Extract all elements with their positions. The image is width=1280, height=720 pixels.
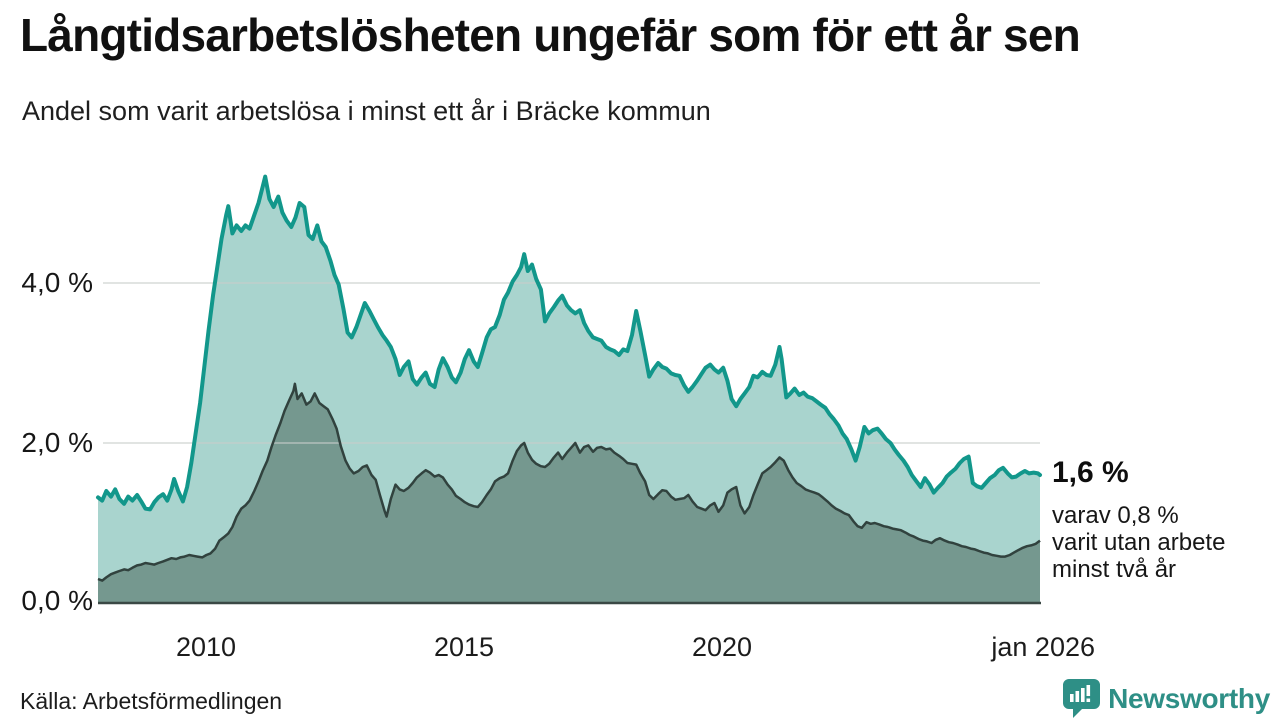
x-axis-tick-2015: 2015 xyxy=(433,632,495,662)
latest-value-total: 1,6 % xyxy=(1052,456,1129,489)
latest-value-two-years: varav 0,8 % varit utan arbete minst två … xyxy=(1052,502,1226,583)
x-axis-tick-jan-2026: jan 2026 xyxy=(991,632,1095,662)
chart-subtitle: Andel som varit arbetslösa i minst ett å… xyxy=(22,96,711,126)
newsworthy-bubble-icon xyxy=(1063,679,1101,718)
y-axis-tick-0: 0,0 % xyxy=(21,585,93,616)
x-axis-tick-2020: 2020 xyxy=(691,632,753,662)
line-unemployed-one-year xyxy=(96,174,1042,512)
source-note: Källa: Arbetsförmedlingen xyxy=(20,688,283,714)
y-axis-tick-4: 4,0 % xyxy=(21,267,93,298)
line-unemployed-two-years xyxy=(97,382,1041,582)
x-axis-tick-2010: 2010 xyxy=(175,632,237,662)
newsworthy-logo[interactable]: Newsworthy xyxy=(1063,678,1270,720)
area-unemployed-two-years xyxy=(98,383,1040,603)
latest-value-annotation: 1,6 % varav 0,8 % varit utan arbete mins… xyxy=(1052,456,1272,583)
page-title: Långtidsarbetslösheten ungefär som för e… xyxy=(20,9,1081,61)
newsworthy-wordmark: Newsworthy xyxy=(1108,683,1270,714)
y-axis-tick-2: 2,0 % xyxy=(21,427,93,458)
